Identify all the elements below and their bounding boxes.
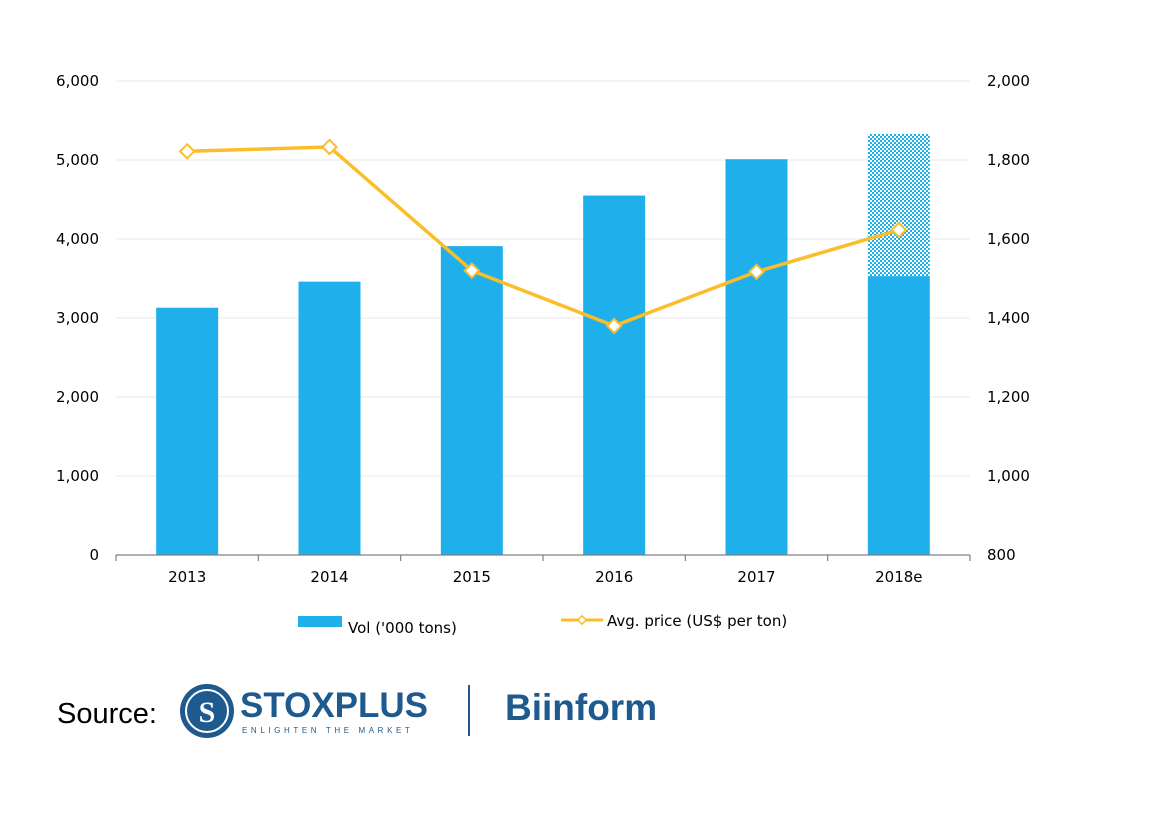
bar: [440, 246, 503, 556]
y-left-tick-label: 4,000: [56, 230, 99, 248]
x-tick-label: 2015: [453, 568, 491, 586]
price-point: [463, 262, 481, 280]
y-left-tick-label: 0: [89, 546, 99, 564]
source-label: Source:: [57, 698, 157, 730]
y-right-tick-label: 1,000: [987, 467, 1030, 485]
y-left-tick-label: 3,000: [56, 309, 99, 327]
y-right-tick-label: 1,400: [987, 309, 1030, 327]
gridlines: [116, 80, 970, 477]
bar: [298, 281, 361, 555]
legend-diamond-marker: [576, 614, 588, 626]
price-series-line: [187, 145, 900, 328]
y-left-tick-label: 1,000: [56, 467, 99, 485]
stoxplus-name: STOXPLUS: [240, 686, 428, 725]
legend: Vol ('000 tons) Avg. price (US$ per ton): [298, 612, 787, 637]
x-tick-label: 2014: [310, 568, 348, 586]
price-point: [748, 263, 765, 281]
axes: [115, 554, 971, 561]
price-point: [605, 317, 623, 335]
x-tick-label: 2017: [737, 568, 775, 586]
bar-estimate-portion: [867, 133, 930, 277]
stoxplus-logo: S STOXPLUS ENLIGHTEN THE MARKET: [180, 684, 428, 738]
stoxplus-emblem-icon: [180, 684, 234, 738]
stoxplus-emblem-letter: S: [199, 696, 216, 729]
bar: [725, 159, 788, 555]
x-tick-label: 2018e: [875, 568, 922, 586]
tick-labels: 0 1,000 2,000 3,000 4,000 5,000 6,000 800 1,000 1…: [56, 72, 1030, 586]
y-right-tick-label: 1,600: [987, 230, 1030, 248]
y-right-tick-label: 2,000: [987, 72, 1030, 90]
stoxplus-tagline: ENLIGHTEN THE MARKET: [242, 726, 413, 735]
y-right-tick-label: 800: [987, 546, 1016, 564]
y-right-tick-label: 1,200: [987, 388, 1030, 406]
legend-price-label: Avg. price (US$ per ton): [607, 612, 787, 630]
price-point: [178, 142, 196, 160]
bars: [156, 133, 930, 556]
x-tick-label: 2013: [168, 568, 206, 586]
price-point: [890, 221, 908, 239]
legend-vol-label: Vol ('000 tons): [348, 619, 457, 637]
bar: [156, 307, 219, 555]
legend-bar-swatch: [298, 616, 342, 627]
bar: [867, 276, 930, 555]
bar: [583, 195, 646, 556]
source-footer: Source: S STOXPLUS ENLIGHTEN THE MARKET …: [57, 684, 657, 738]
stoxplus-emblem-ring-icon: [185, 689, 229, 733]
biinform-logo: Biinform: [505, 687, 657, 728]
price-line: [178, 138, 908, 335]
y-left-tick-label: 5,000: [56, 151, 99, 169]
price-point: [321, 138, 338, 156]
y-left-tick-label: 2,000: [56, 388, 99, 406]
y-right-tick-label: 1,800: [987, 151, 1030, 169]
y-left-tick-label: 6,000: [56, 72, 99, 90]
x-tick-label: 2016: [595, 568, 633, 586]
